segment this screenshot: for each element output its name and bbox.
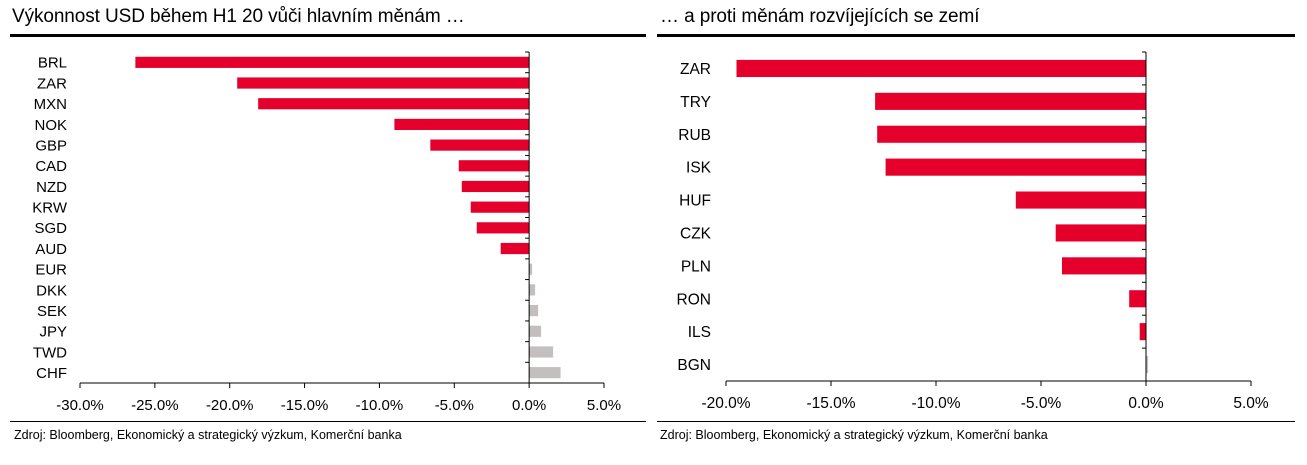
x-tick-label: -10.0% bbox=[911, 395, 960, 412]
category-label: NZD bbox=[36, 179, 67, 196]
bar-ils bbox=[1139, 323, 1146, 341]
title-rule bbox=[10, 34, 646, 37]
category-label: SGD bbox=[34, 220, 67, 237]
category-label: CAD bbox=[35, 158, 67, 175]
source-rule bbox=[657, 421, 1295, 422]
category-label: PLN bbox=[681, 258, 711, 275]
category-label: KRW bbox=[32, 200, 68, 217]
bar-ron bbox=[1129, 290, 1146, 308]
category-label: ILS bbox=[688, 324, 711, 341]
category-label: DKK bbox=[36, 282, 67, 299]
x-tick-label: -20.0% bbox=[206, 397, 254, 414]
category-label: BGN bbox=[677, 357, 711, 374]
bar-nok bbox=[394, 118, 530, 130]
chart-panel-right: … a proti měnám rozvíjejících se zemí ZA… bbox=[655, 0, 1307, 465]
category-label: ZAR bbox=[37, 75, 67, 92]
x-tick-label: 0.0% bbox=[1128, 395, 1164, 412]
bar-chart-major-currencies: BRL ZAR MXN NOK GBP CAD NZD KRW SGD AUD EUR DKK SEK J… bbox=[32, 51, 621, 414]
x-tick-label: -10.0% bbox=[356, 397, 404, 414]
category-label: GBP bbox=[35, 137, 67, 154]
x-tick-label: -30.0% bbox=[56, 397, 104, 414]
bar-aud bbox=[500, 242, 530, 255]
bar-zar bbox=[237, 77, 530, 89]
bar-eur bbox=[529, 263, 533, 275]
bar-jpy bbox=[529, 325, 542, 337]
source-note: Zdroj: Bloomberg, Ekonomický a strategic… bbox=[14, 428, 402, 442]
bar-brl bbox=[135, 56, 530, 68]
bar-isk bbox=[885, 158, 1146, 176]
category-label: EUR bbox=[35, 262, 67, 279]
x-tick-label: -20.0% bbox=[701, 395, 750, 412]
x-tick-label: -5.0% bbox=[435, 397, 474, 414]
bar-dkk bbox=[529, 284, 536, 296]
x-tick-label: -15.0% bbox=[806, 395, 855, 412]
bar-krw bbox=[470, 201, 530, 213]
x-tick-label: -5.0% bbox=[1021, 395, 1062, 412]
bar-twd bbox=[529, 346, 554, 358]
chart-panel-left: Výkonnost USD během H1 20 vůči hlavním m… bbox=[0, 0, 648, 465]
category-label: SEK bbox=[37, 303, 67, 320]
bar-rub bbox=[877, 125, 1146, 143]
bar-czk bbox=[1055, 224, 1146, 242]
category-label: MXN bbox=[34, 96, 67, 113]
bar-chf bbox=[529, 367, 561, 379]
category-label: TWD bbox=[33, 344, 67, 361]
bar-try bbox=[875, 92, 1146, 110]
bar-mxn bbox=[258, 98, 530, 110]
bar-gbp bbox=[430, 139, 530, 151]
category-label: HUF bbox=[679, 193, 711, 210]
category-label: RUB bbox=[678, 127, 711, 144]
bar-bgn bbox=[1146, 355, 1149, 374]
x-tick-label: -15.0% bbox=[281, 397, 329, 414]
chart-title: … a proti měnám rozvíjejících se zemí bbox=[660, 6, 980, 27]
bar-huf bbox=[1015, 191, 1146, 209]
bar-zar bbox=[736, 59, 1146, 78]
source-note: Zdroj: Bloomberg, Ekonomický a strategic… bbox=[660, 428, 1048, 442]
category-label: AUD bbox=[35, 241, 67, 258]
category-label: RON bbox=[677, 291, 711, 308]
bar-sek bbox=[529, 305, 539, 317]
category-label: JPY bbox=[39, 324, 67, 341]
category-label: BRL bbox=[38, 55, 67, 72]
category-label: NOK bbox=[34, 117, 67, 134]
category-label: ISK bbox=[686, 160, 712, 177]
bar-cad bbox=[458, 160, 530, 172]
chart-title: Výkonnost USD během H1 20 vůči hlavním m… bbox=[12, 6, 465, 27]
bar-pln bbox=[1062, 257, 1146, 275]
source-rule bbox=[10, 421, 646, 422]
title-rule bbox=[657, 34, 1295, 37]
bar-chart-emerging-currencies: ZAR TRY RUB ISK HUF CZK PLN RON ILS BGN -20.0% -15.… bbox=[677, 51, 1269, 412]
category-label: CZK bbox=[680, 226, 712, 243]
category-label: TRY bbox=[680, 94, 711, 111]
bar-sgd bbox=[476, 222, 530, 234]
category-label: ZAR bbox=[680, 61, 711, 78]
x-tick-label: 5.0% bbox=[1233, 395, 1269, 412]
x-tick-label: 5.0% bbox=[587, 397, 621, 414]
bar-nzd bbox=[461, 180, 530, 193]
x-tick-label: -25.0% bbox=[131, 397, 179, 414]
category-label: CHF bbox=[36, 365, 67, 382]
x-tick-label: 0.0% bbox=[512, 397, 546, 414]
